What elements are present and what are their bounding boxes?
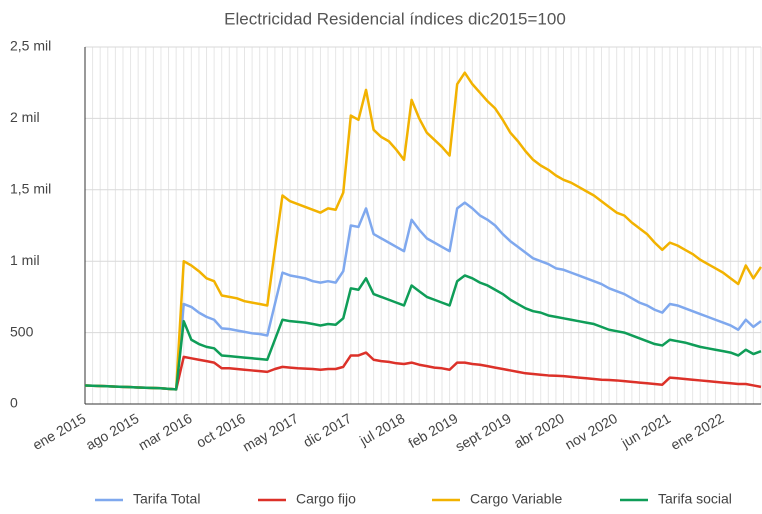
legend-label: Tarifa Total	[133, 491, 200, 507]
legend-item: Cargo Variable	[432, 491, 563, 507]
legend-label: Tarifa social	[658, 491, 732, 507]
x-tick-label: dic 2017	[300, 410, 354, 450]
y-tick-label: 1,5 mil	[10, 181, 51, 197]
legend-item: Tarifa Total	[95, 491, 200, 507]
x-tick-label: jul 2018	[356, 410, 408, 449]
series-line	[84, 71, 762, 391]
y-tick-label: 0	[10, 395, 18, 411]
x-tick-label: ago 2015	[83, 410, 142, 453]
x-tick-label: oct 2016	[193, 410, 248, 451]
series-line	[84, 201, 762, 391]
series-line	[84, 274, 762, 391]
legend-item: Tarifa social	[620, 491, 732, 507]
x-tick-label: nov 2020	[562, 410, 620, 453]
series-line	[84, 351, 762, 391]
x-tick-label: abr 2020	[511, 410, 567, 452]
y-tick-label: 1 mil	[10, 252, 40, 268]
y-tick-label: 2 mil	[10, 109, 40, 125]
legend-label: Cargo fijo	[296, 491, 356, 507]
y-tick-label: 2,5 mil	[10, 38, 51, 54]
x-tick-label: ene 2022	[668, 410, 727, 453]
x-tick-label: sept 2019	[452, 410, 513, 455]
x-tick-label: ene 2015	[30, 410, 89, 453]
chart-title: Electricidad Residencial índices dic2015…	[224, 9, 566, 28]
legend-item: Cargo fijo	[258, 491, 356, 507]
legend-label: Cargo Variable	[470, 491, 563, 507]
x-tick-label: mar 2016	[135, 410, 194, 454]
x-tick-label: jun 2021	[618, 410, 674, 451]
x-tick-label: may 2017	[240, 410, 301, 455]
y-tick-label: 500	[10, 323, 34, 339]
x-tick-label: feb 2019	[405, 410, 460, 451]
